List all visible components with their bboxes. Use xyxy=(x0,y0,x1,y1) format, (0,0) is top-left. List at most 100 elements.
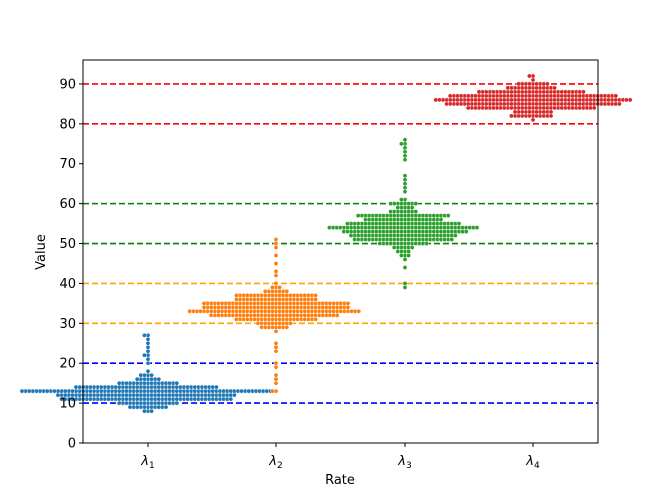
data-point-1 xyxy=(145,336,151,342)
data-point-2 xyxy=(284,324,290,330)
data-point-1 xyxy=(145,368,151,374)
data-point-4 xyxy=(591,105,597,111)
data-point-4 xyxy=(465,105,471,111)
data-point-3 xyxy=(391,245,397,250)
data-point-4 xyxy=(527,73,532,79)
data-point-3 xyxy=(377,241,383,246)
data-point-2 xyxy=(288,320,293,326)
data-point-4 xyxy=(516,81,521,87)
data-point-3 xyxy=(406,249,411,254)
data-point-2 xyxy=(284,289,290,294)
data-point-2 xyxy=(201,301,207,306)
data-point-1 xyxy=(145,356,151,362)
data-point-1 xyxy=(142,332,147,338)
data-point-4 xyxy=(548,109,554,115)
data-point-1 xyxy=(134,376,140,382)
data-point-4 xyxy=(444,101,449,107)
data-point-4 xyxy=(447,93,453,99)
data-point-4 xyxy=(627,97,633,103)
data-point-1 xyxy=(138,372,144,378)
data-point-3 xyxy=(402,157,408,162)
x-tick-label: λ4 xyxy=(525,454,540,471)
data-point-3 xyxy=(355,213,361,218)
data-point-2 xyxy=(255,320,261,326)
data-point-3 xyxy=(402,189,408,194)
data-point-3 xyxy=(399,141,404,147)
data-point-1 xyxy=(145,360,151,366)
data-point-3 xyxy=(352,237,357,242)
data-point-3 xyxy=(409,205,415,210)
data-point-4 xyxy=(512,109,518,115)
data-point-1 xyxy=(145,348,151,354)
data-point-3 xyxy=(395,249,401,254)
data-point-3 xyxy=(402,285,408,290)
x-tick-label: λ1 xyxy=(140,454,154,471)
data-point-3 xyxy=(388,209,393,214)
data-point-3 xyxy=(402,265,408,270)
data-point-3 xyxy=(345,221,350,226)
data-point-2 xyxy=(187,308,192,314)
data-point-3 xyxy=(438,217,444,222)
data-point-4 xyxy=(548,113,554,119)
data-point-3 xyxy=(402,185,408,190)
data-point-1 xyxy=(228,396,234,402)
data-point-2 xyxy=(234,297,239,302)
data-point-3 xyxy=(327,225,332,230)
y-tick-label: 70 xyxy=(59,157,76,172)
data-point-3 xyxy=(456,221,462,226)
data-point-2 xyxy=(273,237,279,242)
data-point-2 xyxy=(273,241,279,246)
x-axis-label: Rate xyxy=(325,473,355,488)
data-point-2 xyxy=(313,293,318,298)
data-point-2 xyxy=(262,289,268,294)
data-point-2 xyxy=(273,364,279,370)
data-point-3 xyxy=(348,233,354,238)
data-point-1 xyxy=(149,408,154,414)
y-tick-label: 30 xyxy=(59,317,76,332)
data-point-2 xyxy=(273,261,279,266)
data-point-2 xyxy=(273,281,279,286)
data-point-3 xyxy=(453,233,458,238)
data-point-2 xyxy=(273,344,279,350)
data-point-2 xyxy=(270,388,275,394)
data-point-4 xyxy=(530,77,536,83)
data-points xyxy=(19,73,633,414)
x-tick-label: λ2 xyxy=(268,454,282,471)
data-point-2 xyxy=(201,305,207,310)
y-tick-label: 90 xyxy=(59,77,76,92)
data-point-2 xyxy=(273,376,279,382)
y-tick-label: 0 xyxy=(68,437,76,452)
data-point-4 xyxy=(509,113,514,119)
data-point-1 xyxy=(145,340,151,346)
data-point-3 xyxy=(399,253,404,258)
data-point-3 xyxy=(399,197,404,202)
data-point-1 xyxy=(145,344,151,350)
data-point-2 xyxy=(345,305,351,310)
data-point-3 xyxy=(341,229,347,234)
data-point-2 xyxy=(273,273,279,278)
y-tick-label: 60 xyxy=(59,197,76,212)
data-point-3 xyxy=(402,149,408,155)
data-point-1 xyxy=(174,380,180,386)
data-point-2 xyxy=(273,340,279,346)
data-point-3 xyxy=(402,145,408,151)
y-axis: 0 10 20 30 40 50 60 70 80 90 xyxy=(59,77,83,452)
data-point-3 xyxy=(413,201,419,206)
data-point-2 xyxy=(273,245,279,250)
data-point-2 xyxy=(334,312,340,318)
y-tick-label: 20 xyxy=(59,357,76,372)
data-point-2 xyxy=(270,285,275,290)
data-point-1 xyxy=(142,352,147,358)
data-point-1 xyxy=(19,388,25,394)
data-point-3 xyxy=(474,225,480,230)
y-tick-label: 10 xyxy=(59,397,76,412)
data-point-3 xyxy=(402,153,408,159)
data-point-1 xyxy=(73,384,79,390)
data-point-3 xyxy=(402,181,408,186)
data-point-3 xyxy=(406,253,411,258)
data-point-4 xyxy=(505,85,511,91)
data-point-2 xyxy=(313,297,318,302)
data-point-3 xyxy=(402,137,408,143)
data-point-2 xyxy=(234,293,239,298)
